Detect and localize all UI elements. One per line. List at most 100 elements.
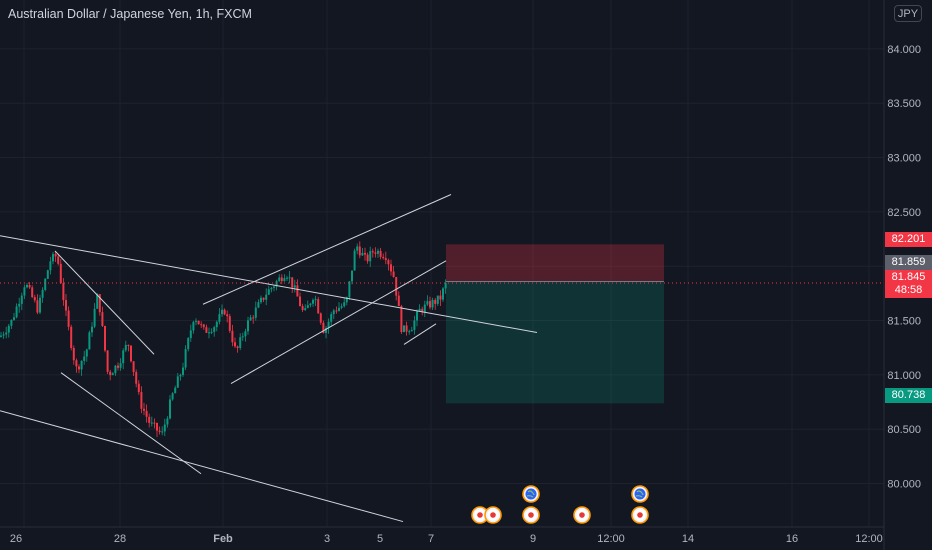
candle-body — [26, 285, 28, 288]
candle-body — [327, 321, 330, 328]
candle-body — [319, 313, 322, 323]
trendline — [230, 260, 447, 385]
candle-body — [431, 299, 434, 308]
flag-sun — [490, 512, 496, 518]
time-axis[interactable]: 26 28 Feb 3 5 7 9 12:00 14 16 12:00 — [0, 526, 884, 545]
short-position-tool[interactable] — [446, 244, 664, 404]
candle-body — [189, 330, 192, 339]
candle-body — [283, 278, 286, 282]
candle-body — [75, 360, 78, 367]
candle-body — [444, 283, 447, 289]
candle-body — [405, 325, 408, 332]
candle-body — [330, 314, 333, 322]
candle-body — [348, 281, 351, 298]
candle-body — [426, 301, 429, 305]
last-price-label: 81.845 48:58 — [885, 270, 932, 298]
candle-body — [314, 299, 317, 301]
candle-body — [33, 297, 36, 301]
x-tick-label: 12:00 — [597, 533, 625, 545]
flag-sun — [579, 512, 585, 518]
x-tick-label: 28 — [114, 533, 126, 545]
candle-body — [429, 301, 431, 308]
candle-body — [325, 327, 327, 333]
candle-body — [192, 321, 195, 331]
trendlines[interactable] — [0, 194, 538, 523]
candle-body — [111, 373, 114, 376]
candle-body — [410, 330, 413, 332]
trendline — [0, 235, 538, 333]
candle-body — [273, 286, 275, 288]
candle-body — [187, 338, 190, 350]
flag-event-icon[interactable] — [522, 506, 540, 524]
x-tick-label: Feb — [213, 533, 233, 545]
candle-body — [169, 399, 171, 419]
candle-body — [418, 308, 421, 312]
trendline — [60, 372, 202, 475]
globe-event-icon[interactable] — [522, 485, 540, 503]
candle-body — [176, 376, 179, 388]
flag-event-icon[interactable] — [631, 506, 649, 524]
candle-body — [215, 321, 218, 328]
candle-body — [234, 342, 236, 347]
candle-body — [31, 287, 34, 298]
candle-body — [20, 295, 23, 304]
candle-body — [358, 246, 361, 256]
candle-body — [257, 302, 260, 308]
y-tick-label: 80.000 — [887, 479, 921, 491]
candle-body — [54, 254, 57, 257]
candle-body — [153, 422, 156, 424]
candle-body — [200, 324, 203, 326]
y-tick-label: 84.000 — [887, 44, 921, 56]
candle-body — [262, 297, 265, 300]
candle-body — [23, 287, 26, 296]
candle-body — [252, 317, 255, 319]
candle-body — [364, 252, 366, 255]
candle-body — [49, 261, 52, 271]
candle-body — [296, 285, 299, 297]
candle-body — [182, 367, 184, 375]
globe-continents — [635, 490, 644, 498]
candle-body — [371, 251, 374, 253]
candle-body — [85, 349, 88, 357]
globe-event-icon[interactable] — [631, 485, 649, 503]
candle-body — [36, 300, 39, 313]
candle-body — [41, 289, 44, 298]
flag-event-icon[interactable] — [484, 506, 502, 524]
chart-title: Australian Dollar / Japanese Yen, 1h, FX… — [8, 7, 252, 21]
candle-body — [5, 332, 8, 335]
flag-event-icon[interactable] — [471, 506, 489, 524]
candle-body — [117, 365, 119, 368]
candle-body — [132, 361, 135, 373]
candle-body — [351, 270, 353, 282]
y-tick-label: 81.500 — [887, 316, 921, 328]
candle-body — [317, 299, 320, 314]
candle-body — [210, 331, 213, 333]
candle-body — [379, 250, 382, 257]
event-markers[interactable] — [471, 485, 649, 524]
candle-body — [395, 277, 398, 296]
currency-button[interactable]: JPY — [894, 5, 922, 22]
candle-body — [369, 251, 372, 262]
candle-body — [80, 360, 83, 370]
candle-body — [231, 330, 234, 343]
candle-body — [299, 296, 301, 307]
candle-body — [291, 277, 294, 288]
candle-body — [205, 327, 208, 333]
x-tick-label: 9 — [530, 533, 536, 545]
candle-body — [397, 295, 400, 307]
x-tick-label: 12:00 — [855, 533, 883, 545]
flag-event-icon[interactable] — [573, 506, 591, 524]
candle-body — [13, 317, 15, 320]
candle-body — [148, 416, 151, 423]
candle-body — [46, 270, 49, 279]
candle-body — [218, 314, 221, 322]
candle-body — [366, 254, 369, 262]
candle-body — [174, 387, 177, 394]
candle-body — [124, 344, 127, 351]
candle-body — [288, 277, 291, 279]
candle-body — [44, 278, 47, 290]
candle-body — [343, 302, 346, 307]
price-axis[interactable]: 80.00080.50081.00081.50082.00082.50083.0… — [883, 0, 921, 550]
candle-body — [345, 297, 348, 303]
